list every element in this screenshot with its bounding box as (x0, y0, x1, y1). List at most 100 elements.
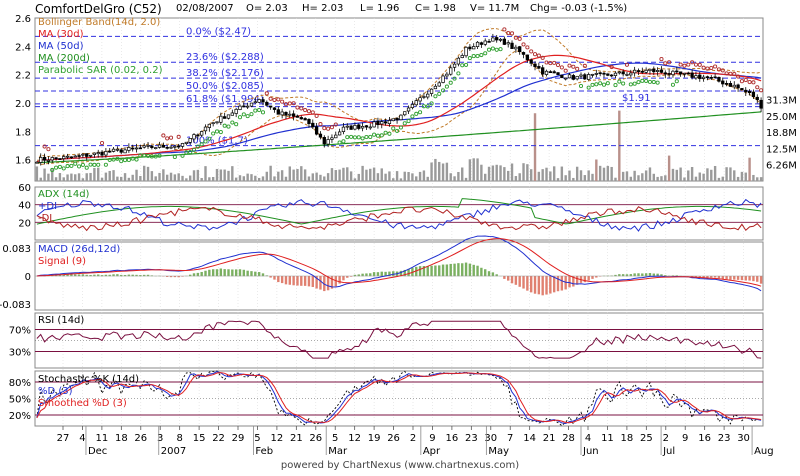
candle-body (511, 43, 514, 48)
volume-bar (649, 167, 651, 181)
volume-bar (710, 170, 712, 181)
candle-body (177, 146, 180, 147)
volume-bar (729, 167, 731, 181)
candle-body (342, 127, 345, 132)
candle-body (273, 108, 276, 110)
candle-body (304, 118, 307, 120)
candle-body (423, 96, 426, 97)
candle-body (752, 92, 755, 97)
stoch-tick-label: 20% (9, 411, 31, 422)
volume-bar (200, 178, 202, 181)
macd-hist-bar (718, 276, 720, 278)
macd-hist-bar (258, 272, 260, 276)
x-date-label: 22 (212, 433, 225, 444)
volume-bar (258, 178, 260, 181)
volume-bar (319, 175, 321, 181)
x-date-label: 9 (682, 433, 688, 444)
macd-hist-bar (752, 276, 754, 281)
candle-body (695, 76, 698, 78)
macd-hist-bar (457, 263, 459, 276)
macd-hist-bar (515, 276, 517, 285)
candle-body (595, 73, 598, 74)
candle-body (400, 115, 403, 120)
candle-body (580, 75, 583, 76)
adx-tick-label: 40 (18, 201, 31, 212)
volume-bar (369, 169, 371, 181)
macd-hist-bar (453, 264, 455, 277)
candle-body (43, 157, 46, 160)
candle-body (74, 156, 77, 157)
candle-body (564, 78, 567, 79)
candle-body (93, 153, 96, 155)
volume-bar (415, 176, 417, 181)
x-month-label: Jul (662, 446, 675, 457)
volume-bar (668, 156, 670, 181)
candle-body (549, 72, 552, 73)
volume-bar (335, 170, 337, 181)
x-month-label: May (488, 446, 509, 457)
volume-bar (243, 176, 245, 181)
x-date-label: 11 (96, 433, 109, 444)
volume-bar (442, 163, 444, 181)
candle-body (469, 47, 472, 49)
volume-bar (132, 175, 134, 181)
x-date-label: 26 (309, 433, 322, 444)
volume-bar (174, 174, 176, 181)
x-month-label: 2007 (161, 446, 186, 457)
price-legend-item: MA (30d) (38, 29, 84, 40)
volume-bar (626, 171, 628, 181)
candle-body (189, 138, 192, 142)
volume-bar (545, 168, 547, 181)
volume-bar (151, 171, 153, 181)
signal-label: Signal (9) (38, 256, 86, 267)
candle-body (526, 55, 529, 60)
macd-tick-label: -0.083 (0, 300, 31, 311)
macd-hist-bar (419, 266, 421, 276)
macd-hist-bar (511, 276, 513, 283)
volume-bar (158, 173, 160, 181)
volume-bar (327, 173, 329, 181)
candle-body (607, 74, 610, 76)
candle-body (350, 126, 353, 129)
volume-bar (699, 173, 701, 181)
volume-bar (135, 170, 137, 181)
volume-bar (522, 163, 524, 181)
candle-body (166, 147, 169, 148)
macd-hist-bar (254, 272, 256, 277)
macd-hist-bar (304, 276, 306, 286)
candle-body (373, 122, 376, 127)
volume-bar (223, 170, 225, 181)
volume-bar (47, 174, 49, 181)
volume-bar (438, 162, 440, 181)
candle-body (120, 150, 123, 152)
volume-bar (128, 178, 130, 181)
volume-bar (354, 178, 356, 181)
volume-bar (239, 175, 241, 181)
volume-bar (36, 166, 38, 181)
volume-bar (59, 173, 61, 181)
candle-body (622, 72, 625, 74)
candle-body (507, 43, 510, 44)
candle-body (756, 97, 759, 99)
candle-body (760, 100, 763, 108)
volume-bar (124, 173, 126, 181)
volume-bar (622, 172, 624, 181)
x-date-label: 4 (79, 433, 85, 444)
x-date-label: 18 (115, 433, 128, 444)
macd-hist-bar (473, 265, 475, 276)
volume-bar (676, 170, 678, 181)
volume-bar (315, 173, 317, 181)
volume-bar (86, 173, 88, 181)
macd-hist-bar (553, 276, 555, 292)
candle-body (311, 123, 314, 127)
candle-body (170, 147, 173, 148)
candle-body (706, 77, 709, 78)
x-date-label: 30 (737, 433, 750, 444)
candle-body (185, 142, 188, 143)
plus-di-label: +DI (38, 201, 57, 212)
candle-body (679, 72, 682, 74)
volume-bar (120, 177, 122, 181)
volume-bar (664, 175, 666, 181)
candle-body (323, 137, 326, 144)
candle-body (377, 121, 380, 124)
